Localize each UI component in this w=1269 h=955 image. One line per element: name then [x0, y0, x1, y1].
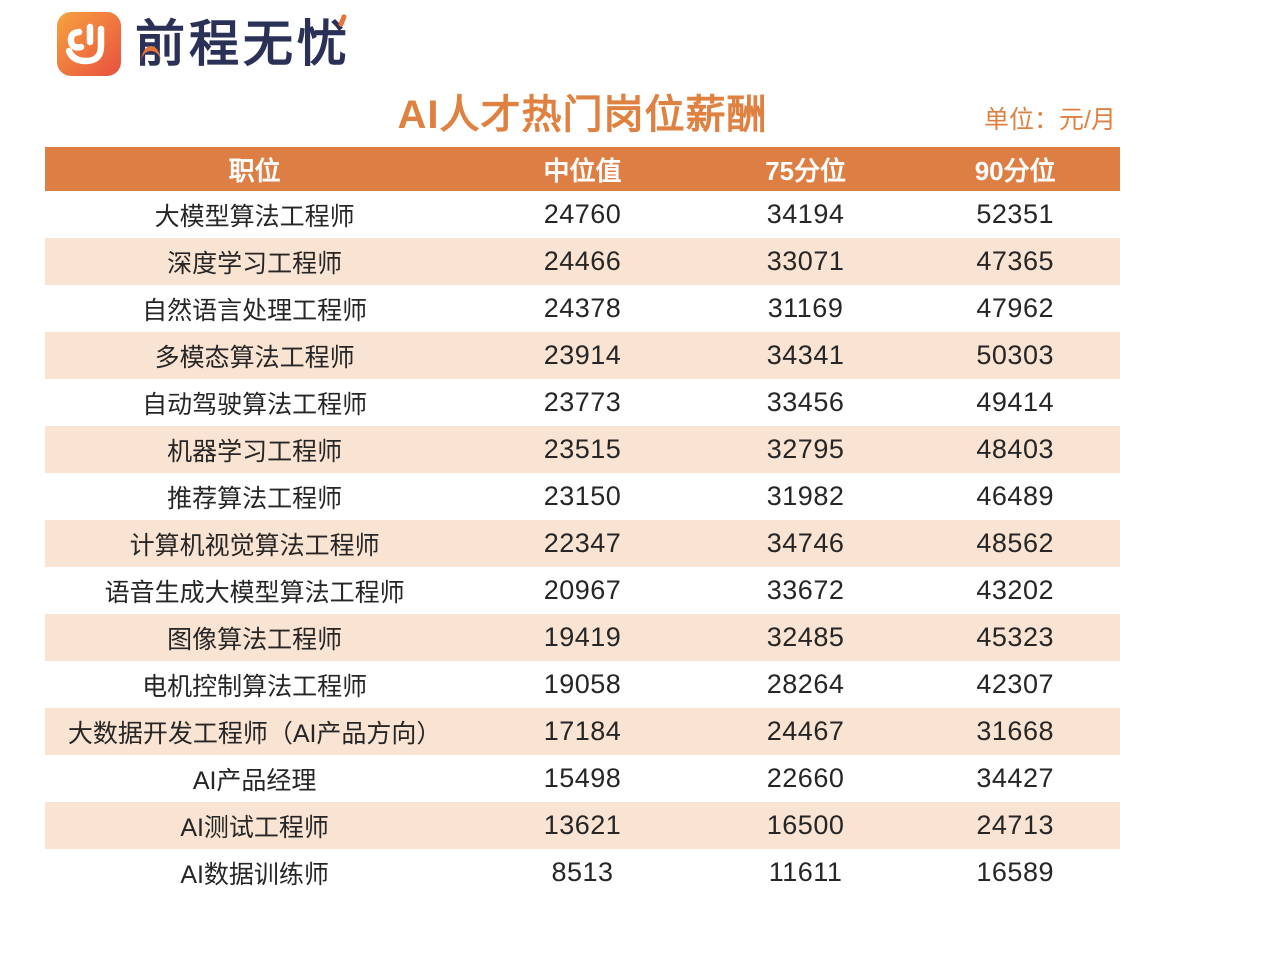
title-row: AI人才热门岗位薪酬 单位：元/月 [45, 82, 1120, 137]
salary-cell: 47962 [976, 293, 1054, 323]
salary-cell: 22660 [766, 763, 845, 793]
position-cell: 电机控制算法工程师 [142, 672, 368, 701]
salary-cell: 31982 [766, 481, 845, 511]
column-header-2: 中位值 [464, 147, 701, 191]
salary-cell: 23150 [543, 481, 622, 511]
salary-cell: 47365 [976, 246, 1054, 276]
brand-logo: 前程无忧 [57, 12, 351, 76]
salary-cell: 16500 [766, 810, 845, 840]
salary-cell: 42307 [976, 669, 1054, 699]
table-row: 大数据开发工程师（AI产品方向） 17184 24467 31668 [45, 708, 1120, 755]
salary-cell: 24760 [543, 199, 622, 229]
logo-accent-arc [141, 46, 161, 63]
salary-cell: 23773 [543, 387, 622, 417]
table-row: 深度学习工程师 24466 33071 47365 [45, 238, 1120, 285]
salary-cell: 48403 [976, 434, 1054, 464]
table-row: 多模态算法工程师 23914 34341 50303 [45, 332, 1120, 379]
table-row: 自动驾驶算法工程师 23773 33456 49414 [45, 379, 1120, 426]
salary-cell: 52351 [976, 199, 1054, 229]
salary-cell: 19419 [543, 622, 622, 652]
position-cell: 大模型算法工程师 [154, 202, 355, 231]
salary-cell: 49414 [976, 387, 1054, 417]
position-cell: 推荐算法工程师 [167, 484, 343, 513]
salary-cell: 48562 [976, 528, 1054, 558]
position-cell: 大数据开发工程师（AI产品方向） [67, 719, 442, 748]
salary-cell: 16589 [976, 857, 1054, 887]
salary-cell: 33672 [766, 575, 845, 605]
table-row: 计算机视觉算法工程师 22347 34746 48562 [45, 520, 1120, 567]
salary-cell: 34427 [976, 763, 1054, 793]
salary-cell: 24466 [543, 246, 622, 276]
salary-cell: 32485 [766, 622, 845, 652]
salary-cell: 13621 [543, 810, 622, 840]
salary-cell: 24713 [976, 810, 1054, 840]
salary-cell: 34746 [766, 528, 845, 558]
table-row: 图像算法工程师 19419 32485 45323 [45, 614, 1120, 661]
salary-cell: 19058 [543, 669, 622, 699]
salary-cell: 23515 [543, 434, 622, 464]
position-cell: 机器学习工程师 [167, 437, 343, 466]
position-cell: AI数据训练师 [180, 860, 329, 889]
salary-cell: 23914 [543, 340, 622, 370]
brand-name: 前程无忧 [135, 12, 351, 76]
salary-cell: 50303 [976, 340, 1054, 370]
salary-cell: 32795 [766, 434, 845, 464]
brand-name-text: 前程无忧 [135, 16, 351, 72]
salary-cell: 24378 [543, 293, 622, 323]
salary-cell: 45323 [976, 622, 1054, 652]
salary-cell: 17184 [543, 716, 622, 746]
salary-cell: 15498 [543, 763, 622, 793]
position-cell: 图像算法工程师 [167, 625, 343, 654]
table-row: 电机控制算法工程师 19058 28264 42307 [45, 661, 1120, 708]
table-row: 推荐算法工程师 23150 31982 46489 [45, 473, 1120, 520]
salary-cell: 28264 [766, 669, 845, 699]
table-row: 大模型算法工程师 24760 34194 52351 [45, 191, 1120, 238]
position-cell: AI产品经理 [192, 766, 317, 795]
table-row: AI数据训练师 8513 11611 16589 [45, 849, 1120, 896]
position-cell: 自然语言处理工程师 [142, 296, 368, 325]
salary-cell: 20967 [543, 575, 622, 605]
salary-cell: 34194 [766, 199, 845, 229]
salary-cell: 43202 [976, 575, 1054, 605]
column-header-3: 75分位 [700, 147, 911, 191]
table-row: AI测试工程师 13621 16500 24713 [45, 802, 1120, 849]
column-header-4: 90分位 [910, 147, 1120, 191]
position-cell: 多模态算法工程师 [154, 343, 355, 372]
salary-cell: 31668 [976, 716, 1054, 746]
position-cell: AI测试工程师 [180, 813, 329, 842]
table-row: 自然语言处理工程师 24378 31169 47962 [45, 285, 1120, 332]
position-cell: 深度学习工程师 [167, 249, 343, 278]
column-header-1: 职位 [45, 147, 465, 191]
position-cell: 语音生成大模型算法工程师 [104, 578, 405, 607]
position-cell: 自动驾驶算法工程师 [142, 390, 368, 419]
salary-cell: 8513 [551, 857, 614, 887]
salary-cell: 46489 [976, 481, 1054, 511]
salary-cell: 33071 [766, 246, 845, 276]
table-row: 机器学习工程师 23515 32795 48403 [45, 426, 1120, 473]
salary-cell: 34341 [766, 340, 845, 370]
salary-cell: 22347 [543, 528, 622, 558]
unit-label: 单位：元/月 [984, 106, 1116, 134]
salary-cell: 33456 [766, 387, 845, 417]
salary-cell: 11611 [768, 857, 843, 887]
table-row: 语音生成大模型算法工程师 20967 33672 43202 [45, 567, 1120, 614]
table-row: AI产品经理 15498 22660 34427 [45, 755, 1120, 802]
salary-cell: 31169 [767, 293, 844, 323]
page-title: AI人才热门岗位薪酬 [397, 93, 768, 137]
table-header-row: 职位 中位值 75分位 90分位 [45, 147, 1120, 191]
salary-table: 职位 中位值 75分位 90分位 大模型算法工程师 24760 34194 52351 深度学… [45, 147, 1120, 896]
position-cell: 计算机视觉算法工程师 [129, 531, 380, 560]
51job-hand-icon [57, 12, 121, 76]
salary-cell: 24467 [766, 716, 845, 746]
